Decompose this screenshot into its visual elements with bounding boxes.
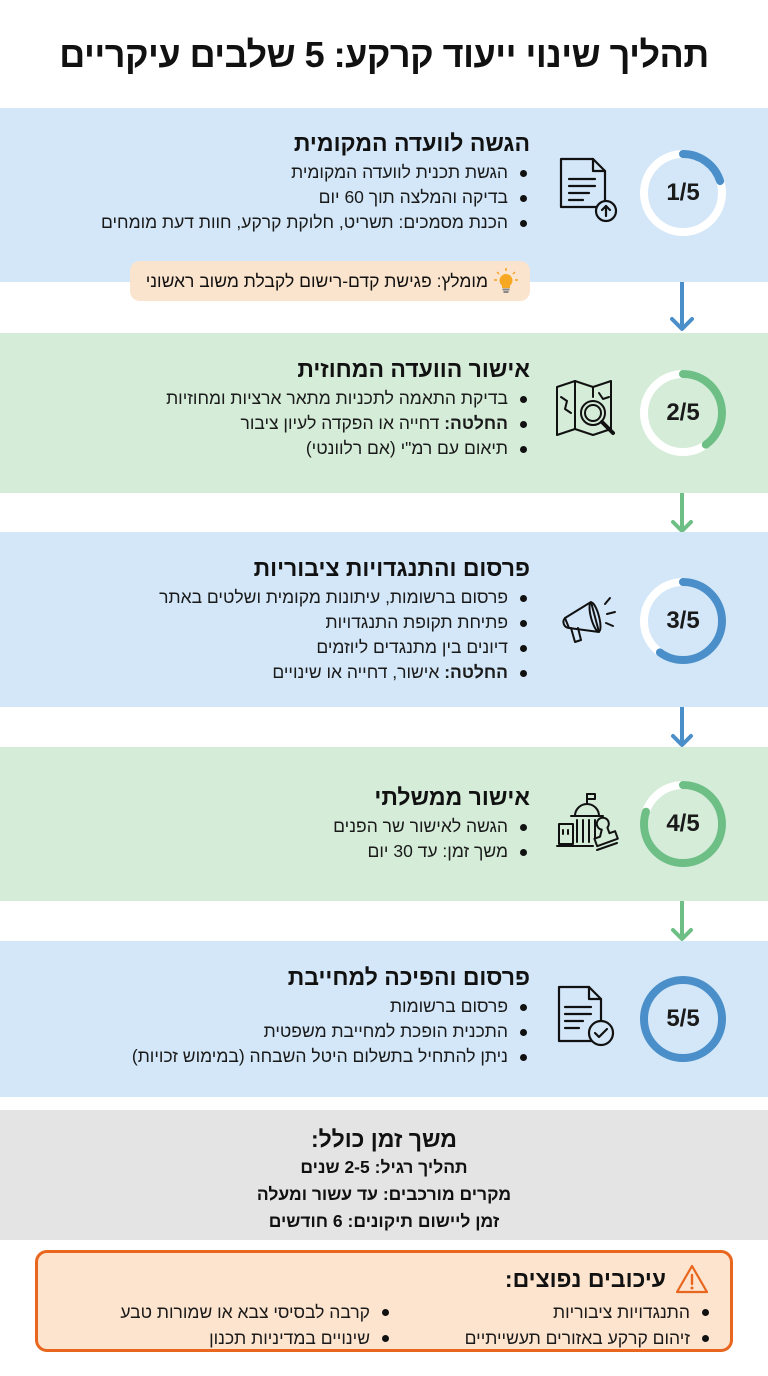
step-2-bullet: תיאום עם רמ"י (אם רלוונטי) [166, 436, 530, 461]
step-1-progress-ring: 1/5 [637, 147, 729, 239]
map-search-icon [553, 377, 623, 447]
common-delays-panel: עיכובים נפוצים: התנגדויות ציבוריות זיהום… [35, 1250, 733, 1352]
step-5-content: פרסום והפיכה למחייבת פרסום ברשומות התכני… [132, 962, 530, 1069]
step-1-title: הגשה לוועדה המקומית [293, 130, 530, 156]
step-4-bullet: משך זמן: עד 30 יום [333, 839, 530, 864]
step-1-bullet: הגשת תכנית לוועדה המקומית [101, 160, 530, 185]
step-5-bullet: התכנית הופכת למחייבת משפטית [132, 1019, 530, 1044]
common-delays-title: עיכובים נפוצים: [504, 1265, 666, 1292]
step-3-bullet: דיונים בין מתנגדים ליוזמים [159, 635, 530, 660]
step-4-bullet: הגשה לאישור שר הפנים [333, 814, 530, 839]
delay-item: התנגדויות ציבוריות [465, 1299, 712, 1325]
bullet-text: אישור, דחייה או שינויים [272, 662, 445, 682]
bullet-bold-label: החלטה: [444, 413, 508, 433]
step-2-title: אישור הוועדה המחוזית [297, 356, 530, 382]
duration-line: זמן ליישום תיקונים: 6 חודשים [268, 1211, 500, 1231]
tip-text: מומלץ: פגישת קדם-רישום לקבלת משוב ראשוני [145, 270, 488, 291]
step-4-progress-label: 4/5 [666, 810, 700, 837]
step-2-content: אישור הוועדה המחוזית בדיקת התאמה לתכניות… [166, 354, 530, 461]
step-3-panel [0, 532, 768, 707]
bullet-text: דחייה או הפקדה לעיון ציבור [240, 413, 445, 433]
government-stamp-icon [553, 790, 623, 860]
delay-item: זיהום קרקע באזורים תעשייתיים [465, 1325, 712, 1351]
total-duration-title: משך זמן כולל: [310, 1126, 457, 1152]
delay-item: קרבה לבסיסי צבא או שמורות טבע [120, 1299, 392, 1325]
step-3-bullet: פרסום ברשומות, עיתונות מקומית ושלטים באת… [159, 585, 530, 610]
step-1-content: הגשה לוועדה המקומית הגשת תכנית לוועדה המ… [101, 128, 530, 235]
step-2-bullet: החלטה: דחייה או הפקדה לעיון ציבור [166, 411, 530, 436]
total-duration-panel: משך זמן כולל: תהליך רגיל: 2-5 שנים מקרים… [0, 1110, 768, 1240]
step-3-bullet: פתיחת תקופת התנגדויות [159, 610, 530, 635]
page-title: תהליך שינוי ייעוד קרקע: 5 שלבים עיקריים [59, 34, 709, 75]
step-5-progress-ring: 5/5 [637, 973, 729, 1065]
step-5-bullet: פרסום ברשומות [132, 994, 530, 1019]
lightbulb-icon [494, 268, 518, 293]
delays-left-column: קרבה לבסיסי צבא או שמורות טבע שינויים במ… [120, 1299, 392, 1351]
duration-line: מקרים מורכבים: עד עשור ומעלה [256, 1184, 512, 1204]
document-upload-icon [553, 153, 623, 223]
step-1-bullet: בדיקה והמלצה תוך 60 יום [101, 185, 530, 210]
step-4-content: אישור ממשלתי הגשה לאישור שר הפנים משך זמ… [333, 782, 530, 864]
bullet-bold-label: החלטה: [444, 662, 508, 682]
step-1-progress-label: 1/5 [666, 179, 700, 206]
step-2-progress-label: 2/5 [666, 399, 700, 426]
step-3-progress-label: 3/5 [666, 607, 700, 634]
step-5-title: פרסום והפיכה למחייבת [287, 964, 530, 990]
tip-callout: מומלץ: פגישת קדם-רישום לקבלת משוב ראשוני [129, 261, 530, 301]
document-check-icon [553, 983, 623, 1053]
step-5-progress-label: 5/5 [666, 1005, 700, 1032]
delays-right-column: התנגדויות ציבוריות זיהום קרקע באזורים תע… [465, 1299, 712, 1351]
arrow-down-icon [664, 901, 700, 945]
arrow-down-icon [664, 282, 700, 334]
delay-item: שינויים במדיניות תכנון [120, 1325, 392, 1351]
step-2-bullet: בדיקת התאמה לתכניות מתאר ארציות ומחוזיות [166, 386, 530, 411]
duration-line: תהליך רגיל: 2-5 שנים [300, 1157, 468, 1177]
step-5-bullet: ניתן להתחיל בתשלום היטל השבחה (במימוש זכ… [132, 1044, 530, 1069]
step-3-title: פרסום והתנגדויות ציבוריות [253, 555, 530, 581]
step-3-bullet: החלטה: אישור, דחייה או שינויים [159, 660, 530, 685]
step-2-progress-ring: 2/5 [637, 367, 729, 459]
step-4-progress-ring: 4/5 [637, 778, 729, 870]
arrow-down-icon [664, 707, 700, 751]
common-delays-header: עיכובים נפוצים: [505, 1263, 710, 1295]
step-4-title: אישור ממשלתי [374, 784, 530, 810]
warning-icon [675, 1264, 709, 1294]
step-3-content: פרסום והתנגדויות ציבוריות פרסום ברשומות,… [159, 553, 530, 685]
step-1-bullet: הכנת מסמכים: תשריט, חלוקת קרקע, חוות דעת… [101, 210, 530, 235]
step-3-progress-ring: 3/5 [637, 575, 729, 667]
arrow-down-icon [664, 493, 700, 537]
step-1-panel [0, 108, 768, 282]
megaphone-icon [553, 588, 623, 658]
